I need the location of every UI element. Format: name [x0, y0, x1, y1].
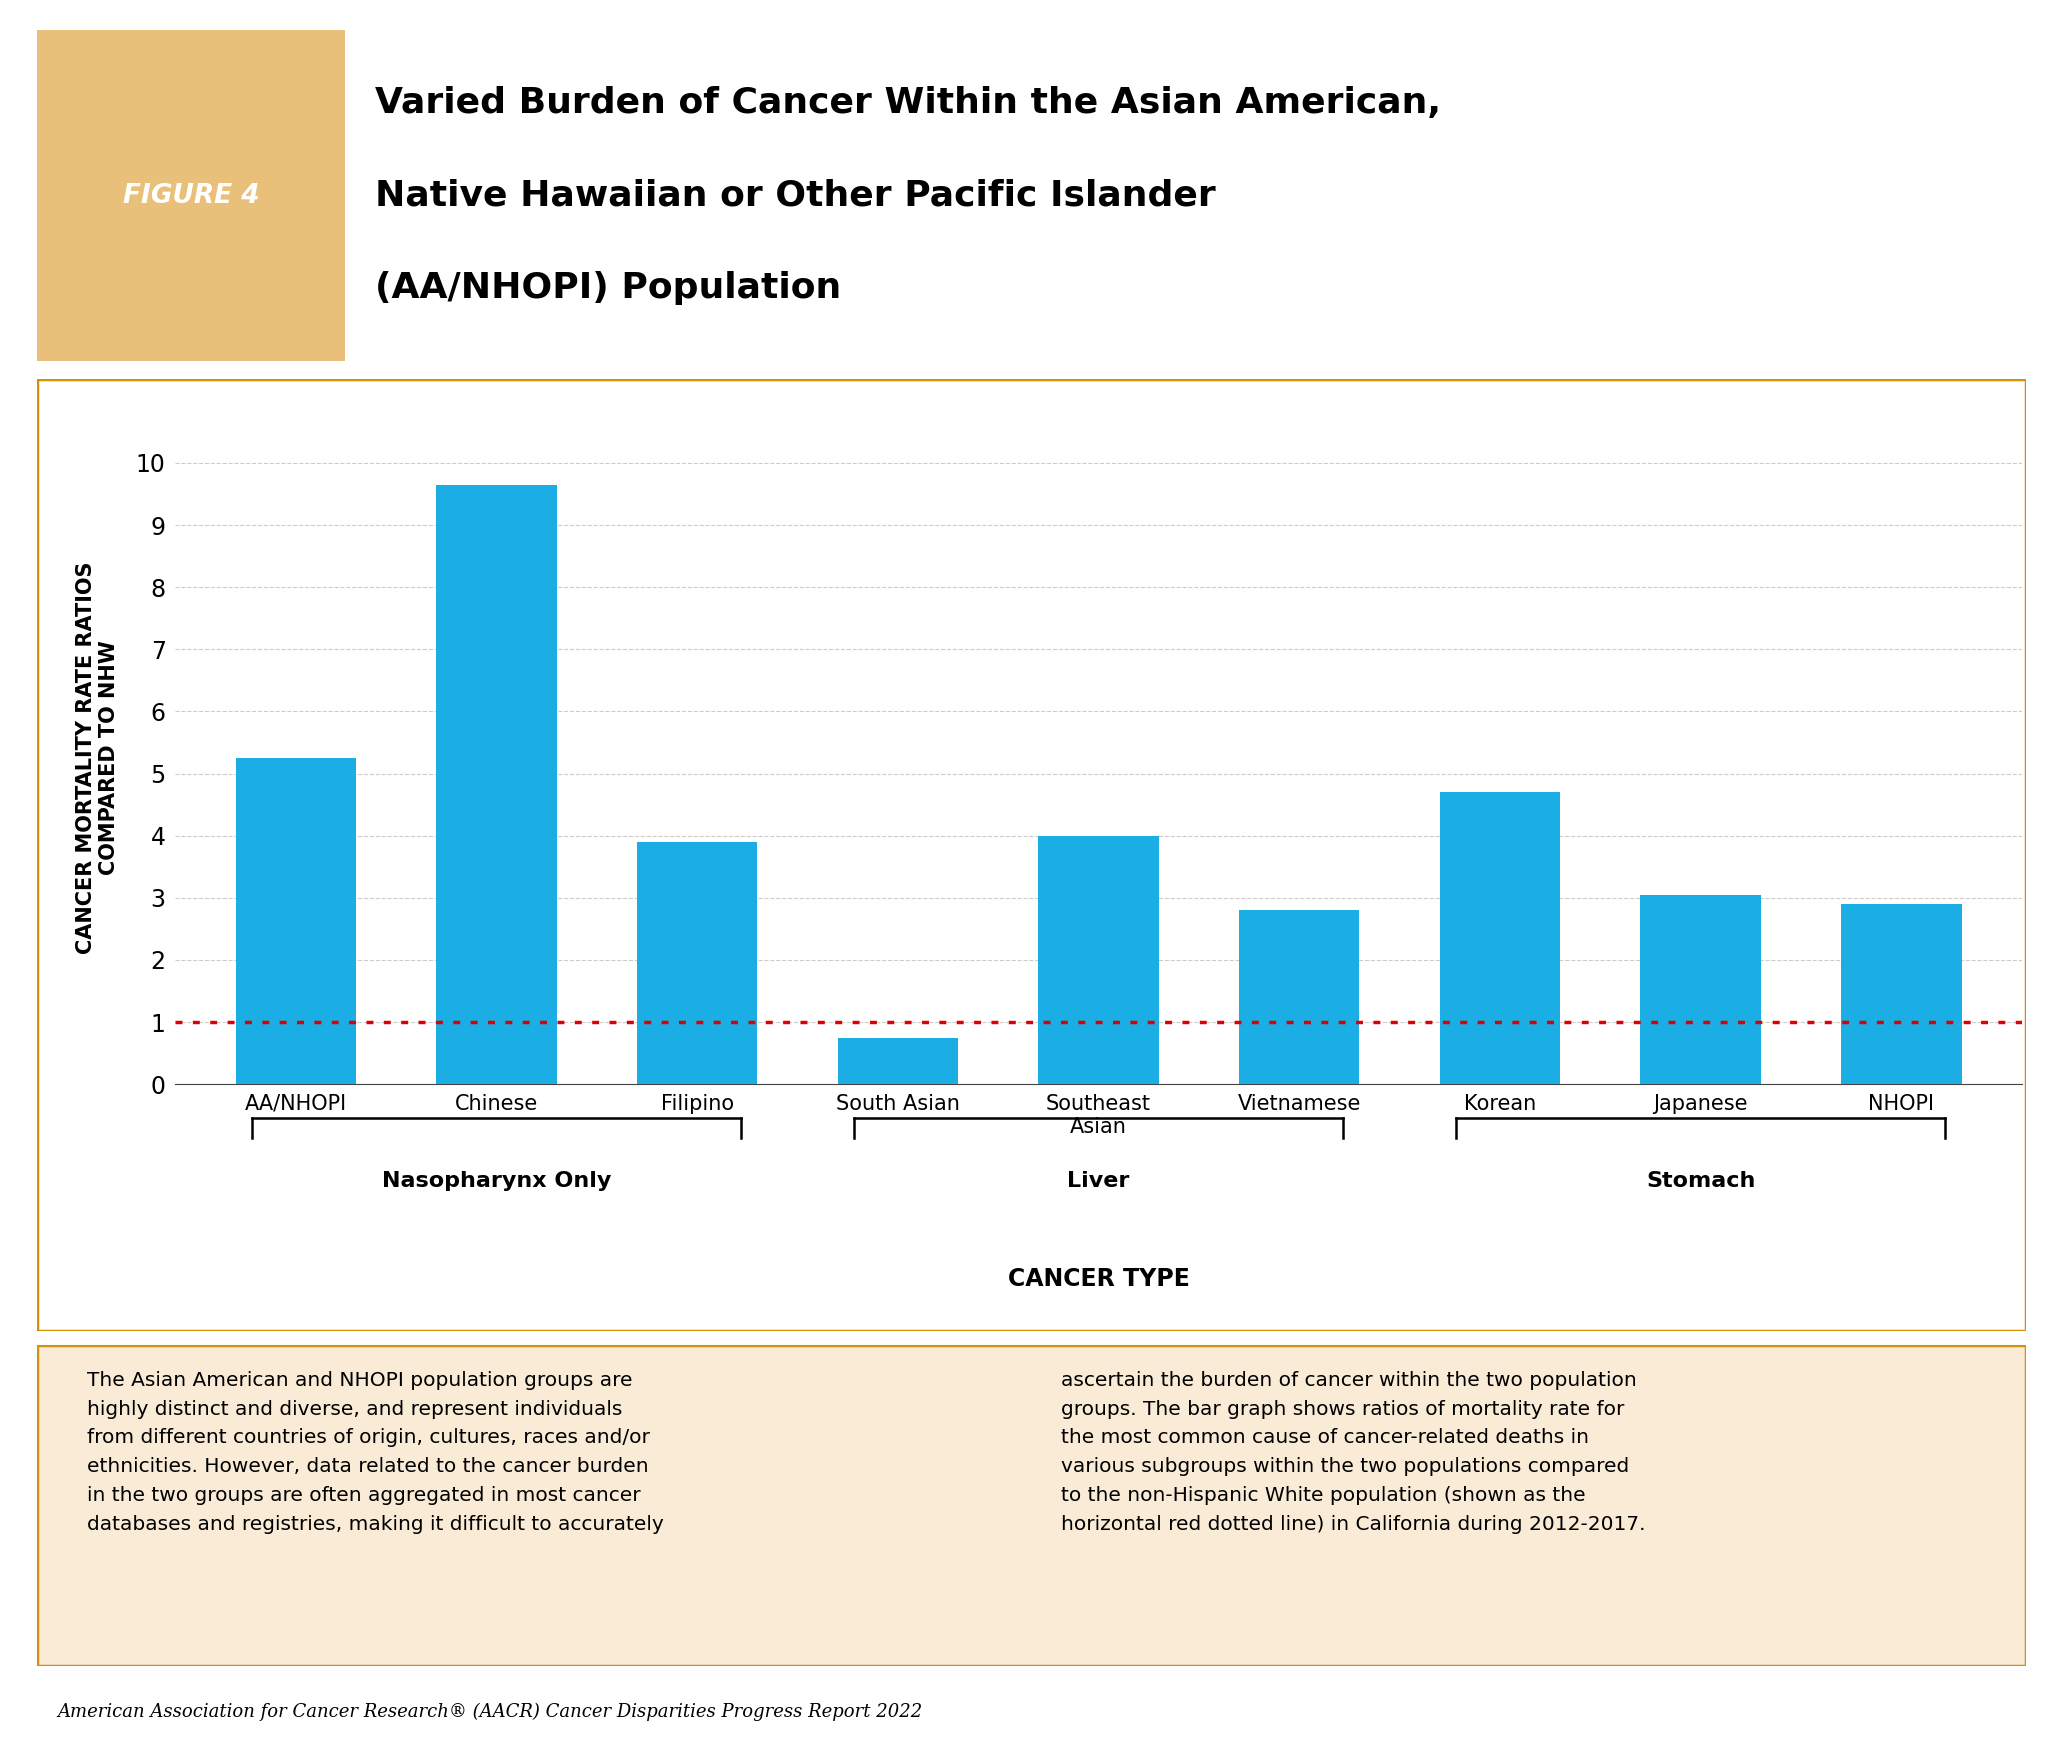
- Bar: [1240, 910, 1360, 1084]
- Bar: [345, 30, 2026, 361]
- Bar: [1440, 792, 1560, 1084]
- Bar: [1840, 904, 1962, 1084]
- Text: Native Hawaiian or Other Pacific Islander: Native Hawaiian or Other Pacific Islande…: [375, 178, 1215, 213]
- Bar: [1640, 896, 1762, 1084]
- Bar: [1038, 836, 1159, 1084]
- Text: CANCER TYPE: CANCER TYPE: [1007, 1268, 1190, 1291]
- Text: The Asian American and NHOPI population groups are
highly distinct and diverse, : The Asian American and NHOPI population …: [87, 1372, 664, 1534]
- Bar: [637, 843, 757, 1084]
- Text: ascertain the burden of cancer within the two population
groups. The bar graph s: ascertain the burden of cancer within th…: [1060, 1372, 1646, 1534]
- Text: Liver: Liver: [1067, 1171, 1131, 1190]
- Y-axis label: CANCER MORTALITY RATE RATIOS
COMPARED TO NHW: CANCER MORTALITY RATE RATIOS COMPARED TO…: [76, 562, 120, 954]
- Text: Nasopharynx Only: Nasopharynx Only: [382, 1171, 611, 1190]
- Text: FIGURE 4: FIGURE 4: [124, 183, 260, 208]
- Text: American Association for Cancer Research® (AACR) Cancer Disparities Progress Rep: American Association for Cancer Research…: [58, 1703, 922, 1721]
- Bar: [838, 1038, 957, 1084]
- Bar: [435, 485, 557, 1084]
- Bar: [235, 758, 357, 1084]
- Text: Stomach: Stomach: [1646, 1171, 1756, 1190]
- Text: (AA/NHOPI) Population: (AA/NHOPI) Population: [375, 272, 842, 305]
- Text: Varied Burden of Cancer Within the Asian American,: Varied Burden of Cancer Within the Asian…: [375, 86, 1442, 120]
